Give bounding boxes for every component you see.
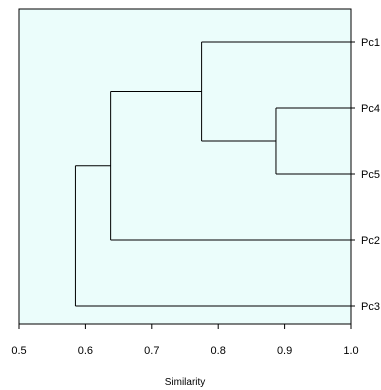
x-tick-label: 0.5 xyxy=(11,345,26,357)
leaf-label-pc3: Pc3 xyxy=(361,301,380,313)
plot-area xyxy=(18,8,352,325)
x-tick-label: 1.0 xyxy=(343,345,358,357)
leaf-label-pc4: Pc4 xyxy=(361,103,380,115)
x-tick-label: 0.8 xyxy=(211,345,226,357)
leaf-label-pc1: Pc1 xyxy=(361,37,380,49)
leaf-label-pc2: Pc2 xyxy=(361,235,380,247)
leaf-labels: Pc1 Pc4 Pc5 Pc2 Pc3 xyxy=(351,37,380,313)
leaf-label-pc5: Pc5 xyxy=(361,169,380,181)
x-tick-label: 0.6 xyxy=(78,345,93,357)
x-tick-label: 0.7 xyxy=(144,345,159,357)
dendrogram-links xyxy=(74,41,351,307)
x-tick-label: 0.9 xyxy=(277,345,292,357)
x-axis: 0.5 0.6 0.7 0.8 0.9 1.0 xyxy=(11,324,359,357)
x-axis-title: Similarity xyxy=(165,377,206,388)
